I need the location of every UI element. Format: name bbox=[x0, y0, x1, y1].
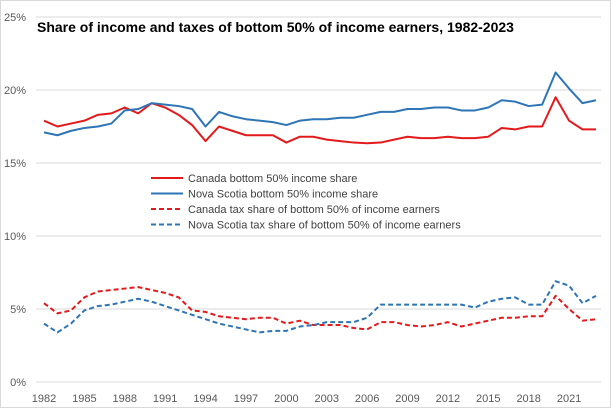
x-tick-label: 1994 bbox=[193, 393, 217, 405]
y-tick-label: 5% bbox=[10, 304, 26, 316]
x-tick-label: 1982 bbox=[32, 393, 56, 405]
gridlines bbox=[36, 16, 601, 383]
legend: Canada bottom 50% income share Nova Scoti… bbox=[151, 173, 461, 232]
x-tick-label: 1997 bbox=[234, 393, 258, 405]
x-tick-label: 2021 bbox=[557, 393, 581, 405]
x-tick-label: 2003 bbox=[314, 393, 338, 405]
x-tick-label: 2015 bbox=[476, 393, 500, 405]
y-axis-ticks: 0% 5% 10% 15% 20% 25% bbox=[4, 12, 26, 389]
legend-label: Nova Scotia bottom 50% income share bbox=[188, 189, 378, 201]
series-line-2 bbox=[43, 286, 597, 331]
y-tick-label: 15% bbox=[4, 158, 26, 170]
series-lines bbox=[43, 71, 597, 334]
legend-label: Nova Scotia tax share of bottom 50% of i… bbox=[188, 220, 461, 232]
x-tick-label: 1991 bbox=[153, 393, 177, 405]
y-tick-label: 20% bbox=[4, 85, 26, 97]
x-tick-label: 2018 bbox=[516, 393, 540, 405]
legend-label: Canada tax share of bottom 50% of income… bbox=[188, 204, 440, 216]
x-tick-label: 2006 bbox=[355, 393, 379, 405]
y-tick-label: 10% bbox=[4, 231, 26, 243]
series-line-1 bbox=[43, 71, 597, 137]
series-line-0 bbox=[43, 96, 596, 145]
x-axis-ticks: 1982 1985 1988 1991 1994 1997 2000 2003 2006 2009… bbox=[32, 393, 582, 405]
x-tick-label: 2012 bbox=[436, 393, 460, 405]
x-tick-label: 1988 bbox=[113, 393, 137, 405]
chart-title: Share of income and taxes of bottom 50% … bbox=[37, 19, 514, 35]
x-tick-label: 2000 bbox=[274, 393, 298, 405]
x-tick-label: 2009 bbox=[395, 393, 419, 405]
y-tick-label: 0% bbox=[10, 377, 26, 389]
y-tick-label: 25% bbox=[4, 12, 26, 24]
legend-label: Canada bottom 50% income share bbox=[188, 173, 357, 185]
x-tick-label: 1985 bbox=[72, 393, 96, 405]
